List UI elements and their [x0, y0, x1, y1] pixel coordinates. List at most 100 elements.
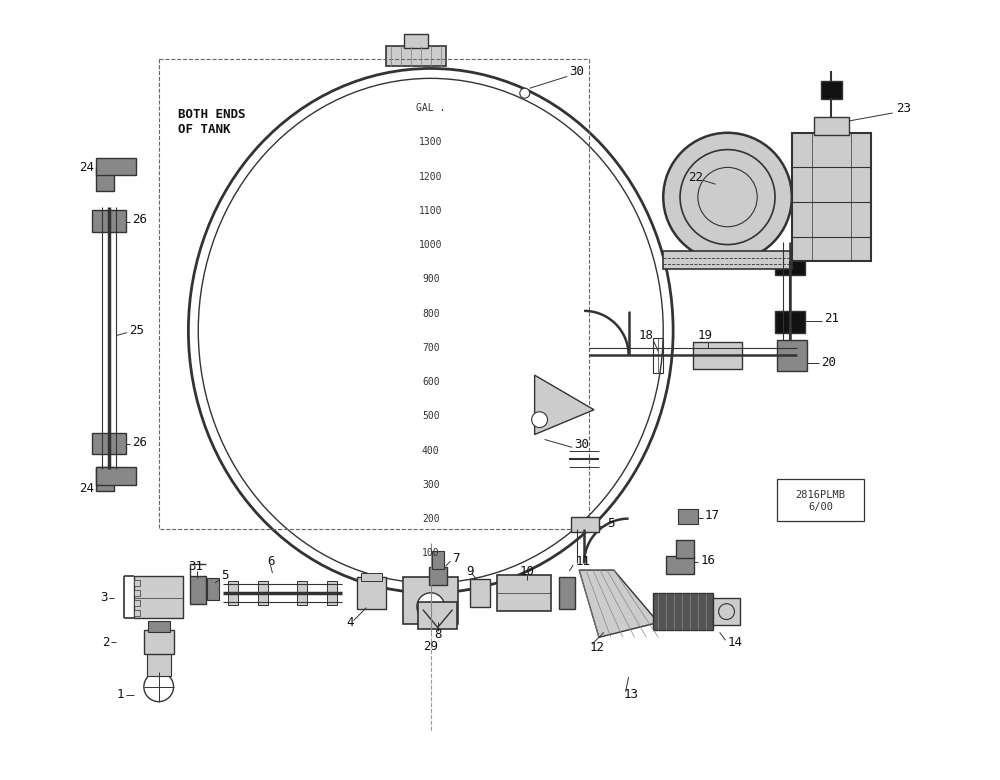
Text: 25: 25 — [129, 324, 144, 337]
Polygon shape — [579, 570, 658, 637]
Circle shape — [417, 593, 445, 621]
Bar — [386, 46, 446, 66]
Circle shape — [532, 412, 547, 427]
Text: 6: 6 — [268, 555, 275, 568]
Text: 400: 400 — [422, 445, 440, 456]
Bar — [134, 610, 140, 615]
Text: 1200: 1200 — [419, 172, 442, 182]
Text: 20: 20 — [822, 356, 837, 369]
Bar — [134, 590, 140, 596]
Bar — [663, 251, 792, 269]
Bar — [777, 339, 807, 371]
Text: 19: 19 — [698, 329, 713, 342]
Bar — [147, 652, 171, 676]
Bar — [678, 509, 698, 523]
Text: 14: 14 — [728, 636, 743, 649]
Text: 23: 23 — [896, 101, 911, 115]
Text: 26: 26 — [132, 436, 147, 449]
Bar — [361, 573, 382, 581]
Text: 2: 2 — [102, 636, 109, 649]
Bar — [418, 601, 457, 629]
Text: 29: 29 — [423, 640, 438, 653]
Text: 24: 24 — [80, 161, 95, 174]
Text: 13: 13 — [624, 688, 639, 701]
Text: 5: 5 — [607, 517, 614, 530]
Text: 3: 3 — [100, 591, 107, 604]
Text: 21: 21 — [824, 312, 839, 325]
Bar — [144, 630, 174, 654]
Text: 10: 10 — [519, 565, 534, 577]
Bar — [775, 254, 805, 275]
Bar — [159, 58, 589, 529]
Bar — [404, 34, 428, 48]
Bar — [297, 581, 307, 604]
Bar — [96, 158, 136, 176]
Text: 200: 200 — [422, 514, 440, 524]
Text: 700: 700 — [422, 342, 440, 353]
Bar — [814, 117, 849, 135]
Bar — [653, 593, 713, 630]
Text: 7: 7 — [453, 551, 460, 565]
Text: BOTH ENDS
OF TANK: BOTH ENDS OF TANK — [178, 108, 246, 136]
Bar — [148, 621, 170, 633]
Text: 1000: 1000 — [419, 240, 442, 250]
Text: 18: 18 — [639, 329, 654, 342]
Bar — [429, 567, 447, 585]
Bar — [92, 433, 126, 454]
Bar — [357, 577, 386, 608]
Bar — [713, 597, 740, 626]
Bar — [134, 600, 140, 606]
Bar — [92, 210, 126, 232]
Text: 1: 1 — [117, 688, 124, 701]
Bar — [559, 577, 575, 608]
Text: 17: 17 — [705, 509, 720, 522]
Bar — [792, 133, 871, 261]
Text: 900: 900 — [422, 275, 440, 284]
Text: 4: 4 — [347, 616, 354, 629]
Text: 300: 300 — [422, 480, 440, 490]
Bar — [403, 577, 458, 625]
Bar — [96, 467, 114, 491]
Bar — [821, 81, 842, 99]
Bar — [207, 578, 219, 600]
Text: 800: 800 — [422, 309, 440, 318]
Text: 500: 500 — [422, 411, 440, 421]
Bar — [777, 479, 864, 520]
Bar — [258, 581, 268, 604]
Text: 2816PLMB
6/00: 2816PLMB 6/00 — [796, 490, 846, 512]
Text: 24: 24 — [80, 483, 95, 495]
Bar — [693, 342, 742, 369]
Text: 31: 31 — [188, 559, 203, 573]
Bar — [134, 580, 140, 586]
Bar — [228, 581, 238, 604]
Text: 9: 9 — [467, 565, 474, 577]
Text: 1300: 1300 — [419, 137, 442, 147]
Text: 30: 30 — [574, 438, 589, 451]
Bar — [653, 338, 663, 373]
Bar — [470, 579, 490, 607]
Text: 30: 30 — [569, 65, 584, 78]
Text: 8: 8 — [434, 628, 441, 641]
Text: 600: 600 — [422, 377, 440, 387]
Text: 26: 26 — [132, 214, 147, 226]
Bar — [190, 576, 206, 604]
Text: 12: 12 — [589, 640, 604, 654]
Text: GAL .: GAL . — [416, 103, 445, 113]
Text: 16: 16 — [701, 554, 716, 566]
Bar — [775, 311, 805, 332]
Bar — [432, 551, 444, 569]
Bar — [571, 516, 599, 533]
Circle shape — [520, 88, 530, 98]
Text: 5: 5 — [221, 569, 229, 583]
Bar — [96, 168, 114, 191]
Bar — [676, 541, 694, 558]
Bar — [134, 576, 183, 618]
Polygon shape — [535, 375, 594, 434]
Text: 11: 11 — [575, 555, 590, 568]
Bar — [497, 575, 551, 611]
Circle shape — [663, 133, 792, 261]
Bar — [666, 556, 694, 574]
Bar — [327, 581, 337, 604]
Text: 1100: 1100 — [419, 206, 442, 216]
Text: 100: 100 — [422, 548, 440, 558]
